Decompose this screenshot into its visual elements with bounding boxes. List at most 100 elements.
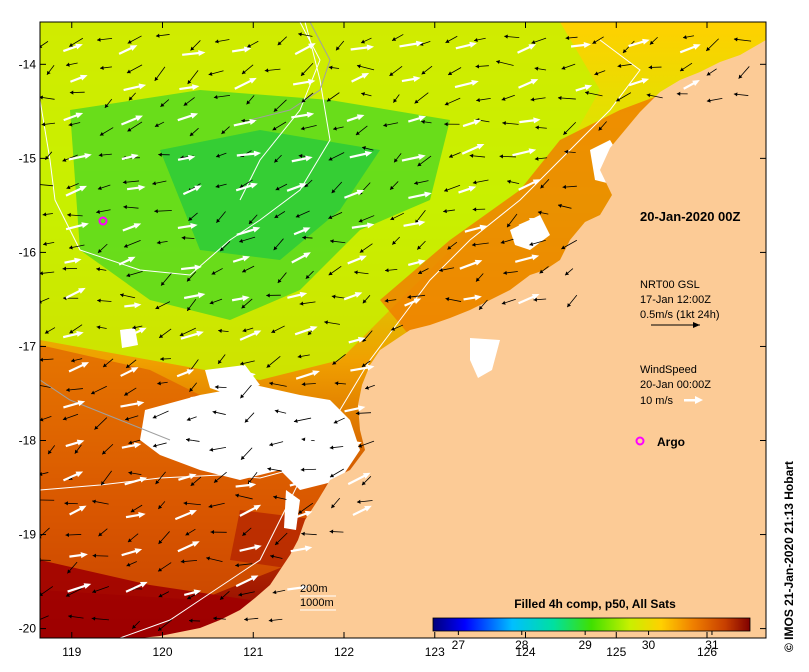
current-arrow-head [241, 304, 246, 309]
wind-arrow-head [246, 442, 254, 449]
current-arrow [40, 527, 50, 538]
current-arrow-head [152, 414, 157, 419]
current-arrow-head [247, 43, 252, 48]
current-arrow-head [66, 387, 70, 392]
lat-tick-label: -17 [19, 339, 37, 353]
current-arrow-head [394, 158, 398, 163]
wind-arrow-head [190, 396, 198, 403]
current-arrow-head [244, 617, 248, 622]
current-arrow-head [126, 364, 131, 368]
current-arrow-head [273, 495, 278, 500]
wind-arrow-head [136, 400, 145, 407]
current-arrow-head [68, 122, 73, 127]
wind-title-label: WindSpeed [640, 364, 697, 376]
wind-arrow-head [81, 222, 89, 229]
current-arrow-head [157, 381, 161, 386]
current-arrow-head [96, 267, 101, 272]
wind-arrow-head [243, 46, 252, 53]
current-arrow-head [218, 328, 222, 333]
wind-arrow-head [641, 78, 650, 84]
current-arrow-head [128, 440, 133, 445]
current-arrow-head [365, 385, 370, 390]
current-arrow-head [355, 131, 360, 136]
current-arrow-head [40, 417, 44, 422]
current-arrow-head [122, 180, 127, 185]
current-arrow [40, 184, 54, 187]
current-arrow-head [214, 385, 219, 390]
wind-arrow-head [134, 548, 143, 554]
current-arrow-head [469, 153, 474, 158]
current-arrow-head [127, 538, 132, 543]
current-arrow-head [445, 297, 450, 302]
current-arrow-head [562, 184, 567, 190]
lon-tick-label: 126 [697, 645, 717, 659]
current-arrow-head [298, 32, 302, 37]
current-arrow-head [534, 66, 539, 71]
current-arrow-head [328, 65, 333, 70]
current-arrow-head [417, 162, 422, 167]
wind-arrow-head [303, 252, 311, 259]
wind-arrow-head [250, 575, 259, 582]
current-arrow-head [297, 354, 302, 359]
current-arrow-head [48, 450, 52, 455]
wind-arrow-head [139, 327, 147, 334]
current-arrow-head [328, 156, 333, 161]
current-arrow-head [328, 215, 333, 219]
current-arrow-head [445, 39, 450, 43]
current-arrow-head [214, 39, 219, 44]
current-arrow-head [449, 154, 454, 158]
wind-arrow-head [83, 583, 92, 589]
current-arrow-head [585, 90, 589, 95]
current-arrow-head [94, 425, 99, 430]
lon-tick-label: 120 [152, 645, 172, 659]
current-arrow-head [179, 332, 184, 337]
wind-arrow-head [299, 183, 307, 189]
current-arrow-head [272, 590, 277, 595]
current-arrow-head [393, 98, 398, 103]
current-arrow-head [500, 240, 505, 244]
current-arrow-head [40, 357, 43, 362]
current-time-label: 17-Jan 12:00Z [640, 294, 711, 306]
colorbar-tick-label: 27 [452, 638, 466, 652]
coastline-contour [40, 22, 331, 441]
current-arrow-head [74, 449, 79, 454]
current-arrow-head [183, 501, 188, 506]
argo-legend-label: Argo [657, 435, 685, 449]
current-arrow-head [563, 130, 568, 135]
current-arrow-head [565, 271, 570, 276]
wind-arrow-head [533, 117, 541, 124]
current-arrow-head [99, 131, 104, 136]
current-arrow-head [472, 180, 477, 185]
current-arrow-head [213, 616, 217, 621]
credit-label: © IMOS 21-Jan-2020 21:13 Hobart [782, 461, 796, 652]
wind-arrow-head [252, 226, 261, 233]
current-arrow-head [186, 417, 191, 422]
wind-arrow-head [357, 405, 366, 412]
current-arrow-head [683, 35, 687, 40]
current-arrow-head [180, 559, 185, 564]
current-arrow-head [706, 98, 711, 103]
wind-arrow-head [359, 255, 367, 262]
current-arrow-head [214, 478, 218, 483]
current-arrow-head [158, 540, 163, 544]
current-arrow-head [213, 95, 218, 100]
current-arrow-head [307, 331, 312, 336]
current-arrow-head [326, 97, 331, 102]
argo-float-marker [98, 216, 108, 226]
current-arrow-head [389, 72, 394, 76]
current-arrow-head [186, 437, 190, 442]
current-arrow-head [298, 153, 303, 159]
datetime-label: 20-Jan-2020 00Z [640, 209, 741, 224]
current-arrow-head [330, 473, 335, 478]
current-arrow-head [240, 455, 245, 460]
current-arrow-head [417, 245, 422, 250]
current-arrow-head [302, 235, 306, 240]
current-arrow-head [301, 98, 306, 103]
current-arrow-head [539, 269, 544, 274]
wind-arrow-head [364, 150, 373, 157]
longitude-ticks: 119 120 121 122 123 124 125 126 [62, 22, 717, 659]
current-arrow-head [421, 119, 425, 124]
current-arrow-head [45, 155, 49, 160]
current-arrow-head [503, 270, 507, 275]
